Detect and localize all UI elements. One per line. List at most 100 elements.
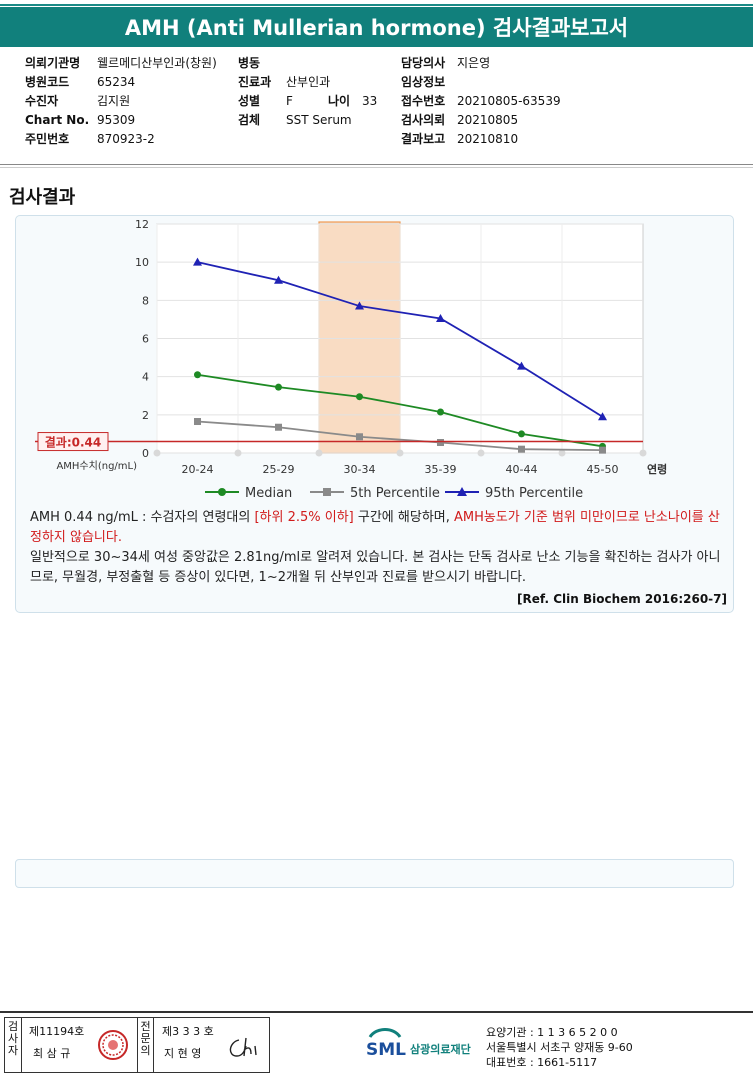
axis-dot — [396, 449, 404, 457]
legend-label: Median — [245, 486, 292, 501]
empty-note-panel — [15, 859, 734, 888]
info-value: 김지원 — [97, 94, 131, 108]
info-row: 주민번호 870923-2 — [25, 130, 217, 149]
info-label: 주민번호 — [25, 132, 70, 146]
info-column-1: 의뢰기관명 웰르메디산부인과(창원) 병원코드 65234 수진자 김지원 Chart… — [25, 54, 217, 149]
interpretation-paragraph-1: AMH 0.44 ng/mL : 수검자의 연령대의 [하위 2.5% 이하] … — [30, 508, 730, 548]
org-phone: 대표번호 : 1661-5117 — [486, 1056, 598, 1069]
data-point — [517, 361, 526, 370]
inspector-label: 검사자 — [5, 1018, 22, 1072]
footer-divider — [0, 1011, 753, 1013]
sml-logo: SML 삼광의료재단 — [366, 1027, 484, 1065]
info-value: 20210805 — [457, 113, 519, 127]
org-address: 서울특별시 서초구 양재동 9-60 — [486, 1041, 633, 1054]
axis-dot — [558, 449, 566, 457]
section-title: 검사결과 — [9, 187, 76, 208]
org-info: 요양기관 : 1 1 3 6 5 2 0 0 서울특별시 서초구 양재동 9-6… — [486, 1025, 633, 1070]
interp-highlight: [하위 2.5% 이하] — [254, 510, 354, 525]
info-row: 진료과 산부인과 — [238, 73, 377, 92]
info-value: 산부인과 — [286, 75, 331, 89]
data-point — [436, 313, 445, 322]
reference-citation: [Ref. Clin Biochem 2016:260-7] — [517, 592, 727, 606]
inspector-label-text: 검사자 — [7, 1020, 19, 1057]
y-tick-label: 2 — [142, 409, 149, 422]
axis-dot — [477, 449, 485, 457]
legend-marker — [218, 488, 226, 496]
info-row: 병동 — [238, 54, 377, 73]
org-name: 삼광의료재단 — [410, 1042, 471, 1056]
org-number: 요양기관 : 1 1 3 6 5 2 0 0 — [486, 1026, 618, 1039]
result-label-box — [37, 432, 109, 452]
info-column-3: 담당의사 지은영 임상정보 접수번호 20210805-63539 검사의뢰 2021… — [401, 54, 561, 149]
data-point — [355, 301, 364, 310]
info-label: 병동 — [238, 56, 261, 70]
x-tick-label: 45-50 — [587, 463, 619, 476]
legend-marker — [323, 488, 331, 496]
info-value: 95309 — [97, 113, 136, 127]
inspector-name: 최 삼 규 — [33, 1047, 71, 1060]
info-label: 검사의뢰 — [401, 113, 446, 127]
info-label: 검체 — [238, 113, 261, 127]
info-row: 임상정보 — [401, 73, 561, 92]
data-point — [356, 393, 363, 401]
specialist-label: 전문의 — [137, 1018, 154, 1072]
specialist-label-text: 전문의 — [140, 1020, 151, 1057]
info-value: 웰르메디산부인과(창원) — [97, 56, 217, 70]
axis-dot — [234, 449, 242, 457]
info-row: 담당의사 지은영 — [401, 54, 561, 73]
series-line — [197, 420, 603, 452]
data-point — [437, 439, 444, 447]
interp-text: 구간에 해당하며, — [353, 510, 454, 525]
legend-marker — [457, 487, 467, 496]
info-label: 성별 — [238, 94, 261, 108]
data-point — [437, 408, 444, 416]
legend-label: 5th Percentile — [350, 486, 440, 501]
data-point — [518, 430, 525, 438]
series-line — [197, 261, 603, 418]
highlight-age-range — [318, 221, 401, 454]
header-divider — [0, 164, 753, 165]
info-value: F — [286, 94, 293, 108]
info-value: 20210810 — [457, 132, 519, 146]
top-accent-line — [0, 4, 753, 6]
x-tick-label: 20-24 — [182, 463, 214, 476]
specialist-signature-icon — [229, 1037, 257, 1057]
y-tick-label: 6 — [142, 333, 149, 346]
data-point — [274, 275, 283, 284]
info-label: 진료과 — [238, 75, 272, 89]
y-tick-label: 8 — [142, 294, 149, 307]
info-label: 병원코드 — [25, 75, 70, 89]
y-tick-label: 10 — [135, 256, 149, 269]
data-point — [598, 412, 607, 421]
x-tick-label: 25-29 — [263, 463, 295, 476]
y-tick-label: 0 — [142, 447, 149, 460]
data-point — [599, 446, 606, 454]
info-value: SST Serum — [286, 113, 352, 127]
x-axis-label: 연령 — [647, 462, 667, 476]
info-row: Chart No. 95309 — [25, 111, 217, 130]
info-row: 병원코드 65234 — [25, 73, 217, 92]
interpretation-paragraph-2: 일반적으로 30~34세 여성 중앙값은 2.81ng/ml로 알려져 있습니다… — [30, 550, 721, 585]
result-label: 결과:0.44 — [45, 435, 102, 450]
signature-box: 검사자 제11194호 최 삼 규 전문의 제3 3 3 호 지 현 영 — [4, 1017, 270, 1073]
axis-dot — [639, 449, 647, 457]
x-tick-label: 35-39 — [425, 463, 457, 476]
data-point — [193, 257, 202, 266]
specialist-license: 제3 3 3 호 — [162, 1025, 214, 1038]
x-tick-label: 40-44 — [506, 463, 538, 476]
info-row: 접수번호 20210805-63539 — [401, 92, 561, 111]
info-label: 임상정보 — [401, 75, 446, 89]
age-label: 나이 — [328, 94, 351, 108]
sml-logo-text: SML — [366, 1040, 406, 1060]
amh-chart: 0 2 4 6 8 10 12 20-24 25-29 30-34 35-39 40-44 45-50 A… — [15, 216, 732, 506]
data-point — [275, 383, 282, 391]
info-row: 수진자 김지원 — [25, 92, 217, 111]
y-axis-label: AMH수치(ng/mL) — [56, 460, 137, 472]
header-divider-secondary — [0, 167, 753, 168]
info-value: 65234 — [97, 75, 136, 89]
axis-dot — [315, 449, 323, 457]
axis-dot — [153, 449, 161, 457]
interp-highlight: AMH농도가 기준 범위 미만이므로 난소나이를 산정하지 않습니다. — [30, 510, 720, 545]
info-label: Chart No. — [25, 113, 90, 127]
info-row: 성별 F 나이 33 — [238, 92, 377, 111]
